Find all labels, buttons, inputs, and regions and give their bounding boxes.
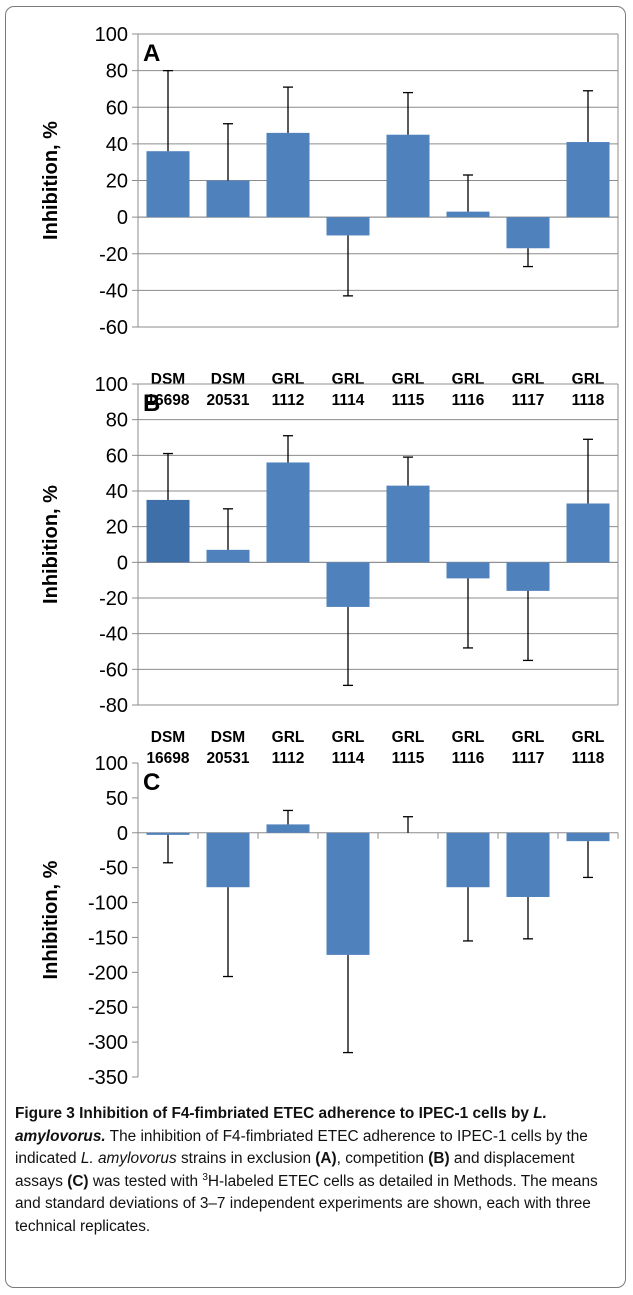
bar	[446, 832, 490, 888]
chart-panel-b: 100 80 60 40 20 0 -20 -40 -60 -80 DSM 16698 DSM 20531…	[40, 374, 619, 767]
y-tick-label: -20	[99, 588, 128, 610]
y-tick-label: 40	[106, 134, 128, 156]
y-tick-label: 0	[117, 552, 128, 574]
y-tick-label: 60	[106, 97, 128, 119]
bar	[326, 562, 370, 607]
bar	[386, 134, 430, 218]
bar	[206, 549, 250, 563]
x-category-label: GRL 1117	[512, 729, 545, 767]
y-tick-label: 20	[106, 171, 128, 193]
bar	[326, 217, 370, 236]
chart-panel-c: 100 50 0 -50 -100 -150 -200 -250 -300 -350 C Inhibi…	[40, 753, 619, 1089]
figure-caption: Figure 3 Inhibition of F4-fimbriated ETE…	[15, 1105, 598, 1235]
bar	[506, 217, 550, 249]
y-tick-label: 80	[106, 410, 128, 432]
bar	[266, 462, 310, 563]
panel-label: C	[143, 769, 160, 796]
bar	[326, 832, 370, 955]
bar	[566, 142, 610, 218]
panel-label: B	[143, 390, 160, 417]
y-tick-label: -60	[99, 659, 128, 681]
panel-label: A	[143, 40, 160, 67]
y-tick-label: 20	[106, 517, 128, 539]
x-category-label: GRL 1117	[512, 371, 545, 409]
bar	[446, 562, 490, 579]
y-tick-label: 100	[95, 24, 128, 46]
figure-charts: 100 80 60 40 20 0 -20 -40 -60 DSM 16698 DSM 20531 GRL…	[40, 24, 619, 1089]
x-category-label: DSM 20531	[206, 371, 249, 409]
y-tick-label: -200	[88, 962, 128, 984]
y-tick-label: -80	[99, 695, 128, 717]
y-tick-label: -150	[88, 927, 128, 949]
bar	[386, 485, 430, 563]
caption-title: Figure 3 Inhibition of F4-fimbriated ETE…	[15, 1105, 547, 1145]
x-category-label: GRL 1114	[332, 729, 365, 767]
x-category-label: GRL 1116	[452, 371, 485, 409]
y-tick-label: -40	[99, 624, 128, 646]
x-category-label: DSM 16698	[146, 729, 189, 767]
bar	[506, 832, 550, 897]
y-tick-label: 40	[106, 481, 128, 503]
y-axis-label: Inhibition, %	[40, 485, 62, 604]
x-category-label: GRL 1112	[272, 729, 305, 767]
y-tick-label: -40	[99, 280, 128, 302]
y-tick-label: 100	[95, 753, 128, 775]
y-tick-label: -60	[99, 317, 128, 339]
y-axis-label: Inhibition, %	[40, 121, 62, 240]
y-tick-label: 50	[106, 788, 128, 810]
x-category-label: DSM 20531	[206, 729, 249, 767]
bar	[266, 824, 310, 833]
y-tick-label: -250	[88, 997, 128, 1019]
bar	[206, 832, 250, 888]
y-tick-label: -350	[88, 1067, 128, 1089]
y-tick-label: -300	[88, 1032, 128, 1054]
y-tick-label: -100	[88, 893, 128, 915]
bar	[446, 211, 490, 218]
y-tick-label: 0	[117, 823, 128, 845]
x-category-label: GRL 1118	[572, 371, 605, 409]
y-tick-label: -50	[99, 858, 128, 880]
bar	[146, 499, 190, 563]
y-tick-label: -20	[99, 244, 128, 266]
bar	[266, 132, 310, 218]
bar	[206, 180, 250, 218]
x-category-label: GRL 1115	[392, 729, 425, 767]
bar	[146, 832, 190, 835]
bar	[506, 562, 550, 591]
x-category-label: GRL 1115	[392, 371, 425, 409]
bar	[566, 503, 610, 563]
y-tick-label: 60	[106, 445, 128, 467]
x-category-label: GRL 1114	[332, 371, 365, 409]
y-axis-label: Inhibition, %	[40, 860, 62, 979]
x-category-label: GRL 1112	[272, 371, 305, 409]
bar	[146, 151, 190, 218]
bar	[566, 832, 610, 842]
x-category-label: GRL 1118	[572, 729, 605, 767]
y-tick-label: 100	[95, 374, 128, 396]
y-tick-label: 0	[117, 207, 128, 229]
y-tick-label: 80	[106, 61, 128, 83]
x-category-label: GRL 1116	[452, 729, 485, 767]
